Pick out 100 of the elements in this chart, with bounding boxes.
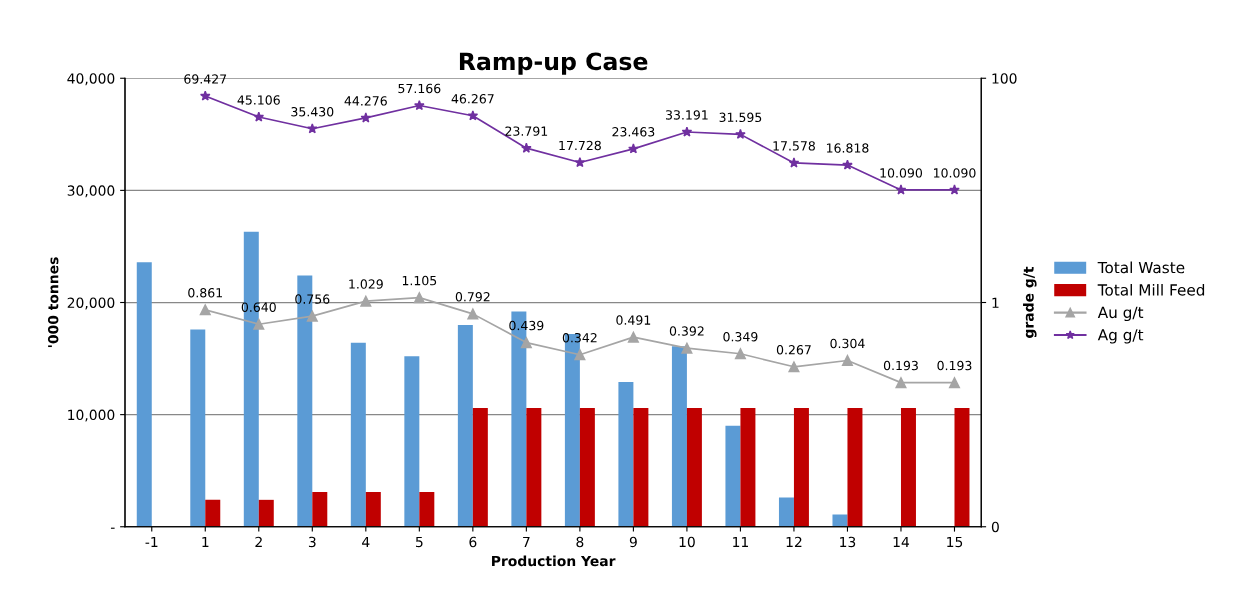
data-label: 69.427 [184,74,227,84]
y-tick-label: 40,000 [67,73,115,86]
point [199,304,211,316]
point [521,142,532,153]
point [574,349,586,361]
y-axis-title: '000 tonnes [47,257,59,348]
point [574,156,586,168]
y2-tick-label: 1 [992,297,999,308]
data-label: 16.818 [826,143,869,153]
bar [350,342,366,527]
bar [740,407,756,527]
data-label: 45.106 [237,95,280,105]
y-tick-label: - [110,527,115,529]
point [948,377,961,389]
y2-tick-label: 100 [992,73,1017,84]
data-label: 31.595 [719,112,762,123]
point [467,110,479,121]
x-axis-title: Production Year [492,555,616,567]
point [414,99,425,111]
point [360,295,372,307]
bar [847,407,863,527]
bar [136,262,152,527]
point [628,143,639,154]
x-tick-label: -1 [145,536,158,548]
point [681,342,693,354]
x-tick-label: 2 [255,536,262,548]
x-tick-label: 4 [362,536,370,548]
legend-label: Total Mill Feed [1097,283,1205,296]
bar [579,407,595,527]
point [734,348,746,360]
data-label: 10.090 [934,168,976,178]
point [788,361,800,373]
data-label: 0.193 [937,360,972,371]
x-tick-label: 7 [523,536,530,548]
bar [312,491,328,527]
bar [793,407,809,527]
point [842,159,853,170]
y-tick-label: 20,000 [67,297,115,310]
point [306,123,318,134]
bar [778,497,794,527]
data-label: 0.392 [669,326,704,336]
point [467,308,479,320]
point [681,126,693,137]
data-label: 0.193 [883,360,918,371]
x-tick-label: 6 [469,536,477,548]
bar [954,407,970,527]
point [627,331,639,343]
data-label: 0.491 [616,315,651,325]
point [895,377,907,389]
data-label: 0.349 [723,331,758,342]
data-label: 10.090 [880,168,923,178]
x-tick-label: 15 [947,536,963,548]
point [841,354,854,367]
point [788,157,800,168]
bar [832,514,848,527]
y-tick-label: 10,000 [68,409,115,422]
bar [633,407,649,527]
bar [526,407,542,527]
point [360,112,372,123]
point [199,90,211,101]
y2-tick-label: 0 [991,521,999,533]
bar [419,491,435,527]
point [735,128,746,139]
bar [365,491,381,527]
x-tick-label: 11 [733,536,748,548]
x-tick-label: 9 [629,536,637,548]
legend-label: Ag g/t [1097,329,1144,344]
bar [671,346,687,527]
chart-title: Ramp-up Case [459,52,648,75]
data-label: 17.578 [773,141,815,151]
point [306,310,318,322]
point [520,337,532,349]
y2-axis-title: grade g/t [1023,266,1037,338]
data-label: 33.191 [666,110,708,120]
point [895,184,907,195]
data-label: 0.792 [455,292,490,302]
data-label: 46.267 [451,94,494,104]
x-tick-label: 3 [308,536,316,548]
data-label: 0.861 [188,288,223,298]
x-tick-label: 5 [415,536,423,548]
data-label: 35.430 [291,107,334,117]
x-tick-label: 14 [893,536,910,548]
data-label: 57.166 [398,83,441,94]
point [253,111,265,122]
bar [258,499,274,527]
x-tick-label: 13 [840,536,856,548]
legend-label: Total Waste [1097,261,1185,274]
x-tick-label: 8 [576,536,584,548]
data-label: 23.463 [612,127,655,137]
y-tick-label: 30,000 [67,185,115,198]
bar [190,329,206,527]
data-label: 0.267 [776,345,811,355]
data-label: 44.276 [344,96,387,106]
bar [404,356,420,527]
data-label: 23.791 [505,126,548,136]
data-label: 1.029 [349,279,383,289]
point [949,184,960,195]
data-label: 0.304 [830,338,865,349]
bar [618,382,634,527]
bar [472,407,488,527]
